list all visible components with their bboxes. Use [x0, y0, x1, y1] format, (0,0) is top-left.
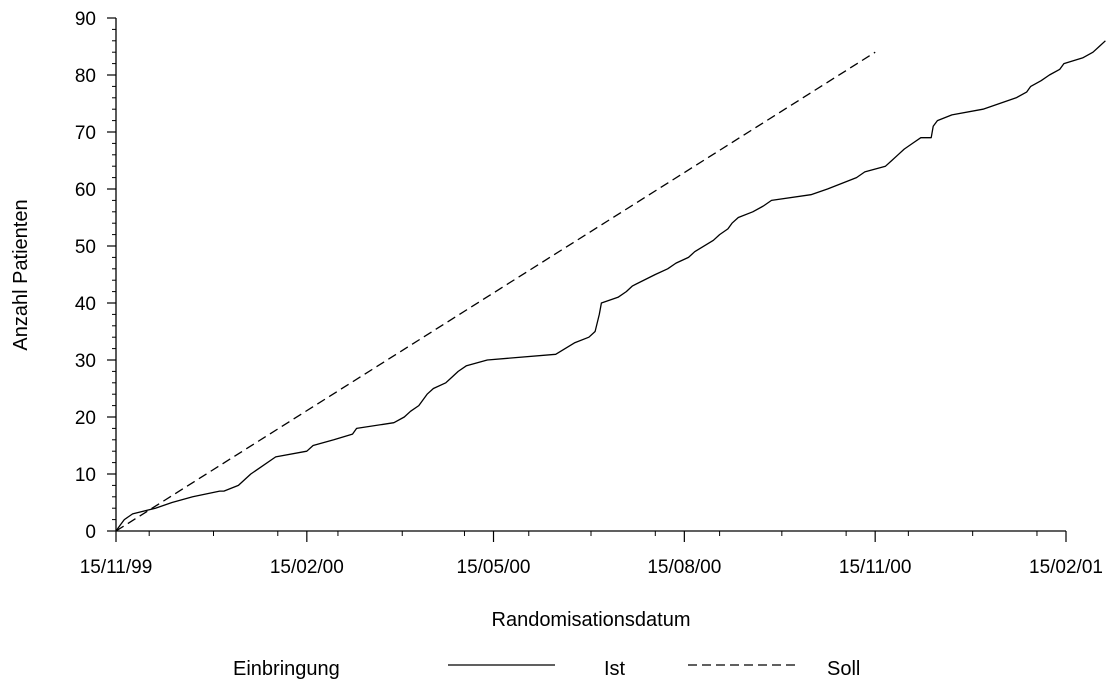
series-line-soll — [115, 51, 876, 532]
y-major-ticks: 0 10 20 30 40 50 60 70 80 90 — [75, 9, 116, 543]
legend-title: Einbringung — [233, 658, 340, 680]
y-tick-label: 10 — [75, 465, 96, 486]
legend-label-ist: Ist — [604, 658, 626, 680]
y-tick-label: 70 — [75, 123, 96, 144]
y-tick-label: 40 — [75, 294, 96, 315]
legend-label-soll: Soll — [827, 658, 860, 680]
series-line-ist — [115, 40, 1106, 532]
x-axis-title: Randomisationsdatum — [492, 609, 691, 631]
x-tick-label: 15/02/01 — [1029, 557, 1103, 578]
legend: Einbringung Ist Soll — [233, 658, 860, 680]
series-layer — [115, 40, 1106, 532]
x-tick-label: 15/11/99 — [80, 557, 153, 578]
x-tick-label: 15/05/00 — [457, 557, 531, 578]
y-tick-label: 80 — [75, 66, 96, 87]
axes — [115, 18, 1066, 532]
y-minor-ticks — [112, 28, 116, 521]
y-tick-label: 90 — [75, 9, 96, 30]
x-tick-label: 15/02/00 — [270, 557, 344, 578]
x-tick-label: 15/11/00 — [839, 557, 912, 578]
x-ticks: 15/11/99 15/02/00 15/05/00 15/08/00 15/11/00… — [80, 531, 1103, 578]
y-axis-title: Anzahl Patienten — [10, 199, 32, 350]
y-tick-label: 30 — [75, 351, 96, 372]
y-tick-label: 0 — [85, 522, 96, 543]
y-tick-label: 20 — [75, 408, 96, 429]
y-tick-label: 50 — [75, 237, 96, 258]
y-tick-label: 60 — [75, 180, 96, 201]
x-tick-label: 15/08/00 — [647, 557, 721, 578]
